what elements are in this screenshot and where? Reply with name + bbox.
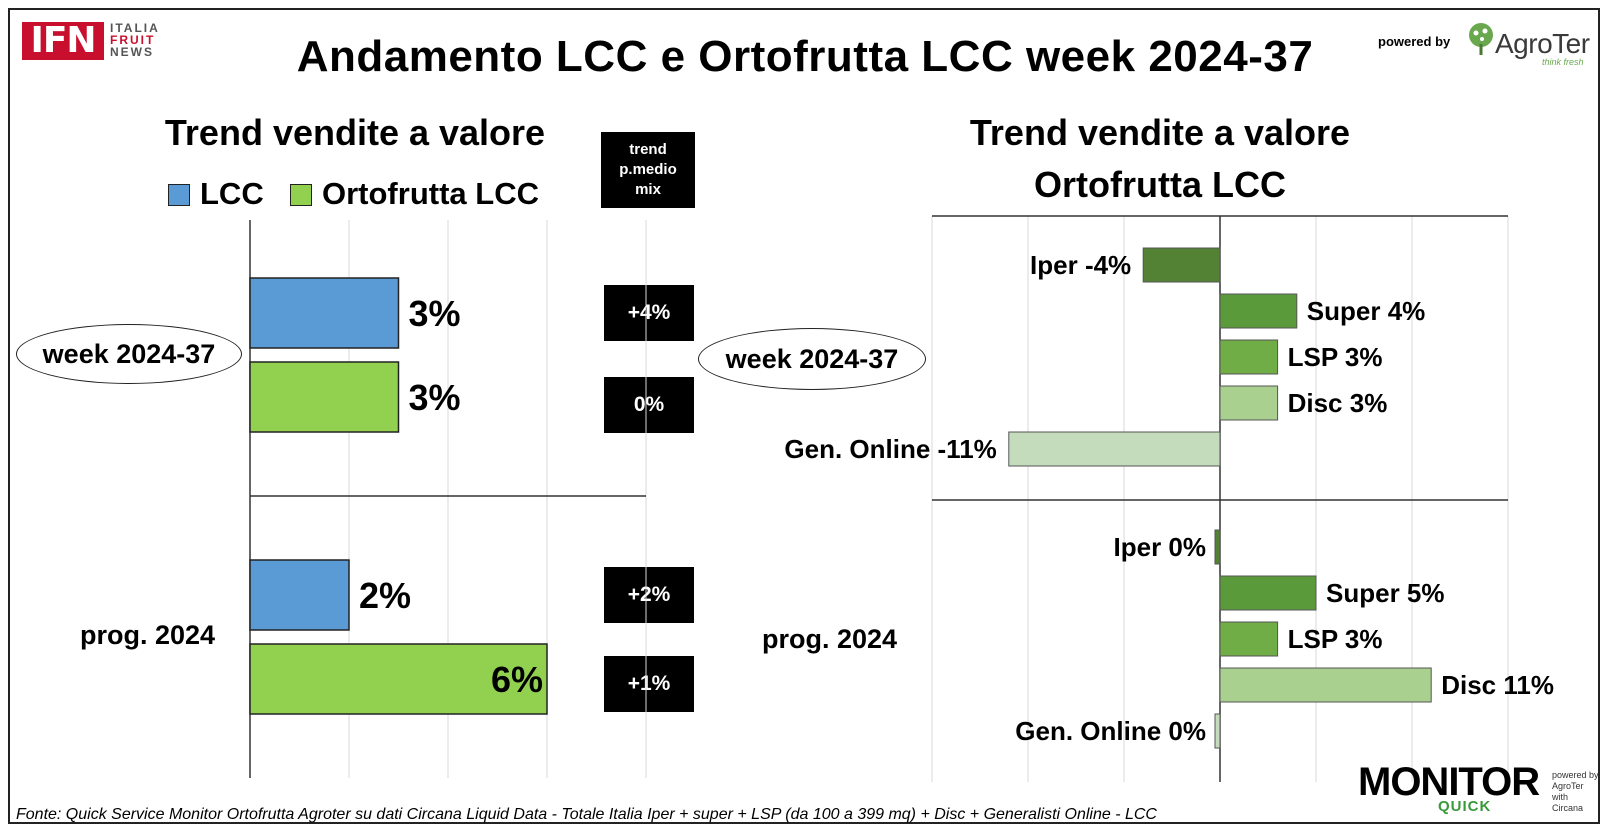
trend-box-prog-lcc: +2% — [604, 567, 694, 623]
bar-value-label: LSP 3% — [1288, 342, 1383, 372]
bar-super-week — [1219, 293, 1298, 329]
powered-by-label: powered by — [1378, 34, 1451, 49]
legend-swatch-lcc — [168, 184, 190, 206]
legend-label-lcc: LCC — [200, 176, 264, 211]
right-chart-title-line1: Trend vendite a valore — [969, 112, 1351, 153]
ifn-logo-text: ITALIA FRUIT NEWS — [110, 21, 160, 59]
right-group-label-week: week 2024-37 — [698, 328, 926, 390]
bar-disc-week — [1219, 385, 1279, 421]
right-chart-title-line2: Ortofrutta LCC — [1034, 164, 1286, 205]
bar-value-label: 3% — [409, 377, 461, 418]
trend-box-week-ortofrutta: 0% — [604, 377, 694, 433]
bar-value-label: Iper -4% — [1030, 250, 1131, 280]
bar-super-prog — [1219, 575, 1317, 611]
bar-value-label: LSP 3% — [1288, 624, 1383, 654]
legend-swatch-ortofrutta — [290, 184, 312, 206]
bar-lcc-week — [249, 277, 400, 349]
bar-value-label: Super 5% — [1326, 578, 1445, 608]
bar-value-label: 2% — [359, 575, 411, 616]
bar-ortofrutta-week — [249, 361, 400, 433]
agroter-logo-name: AgroTer — [1495, 28, 1590, 59]
source-note: Fonte: Quick Service Monitor Ortofrutta … — [16, 806, 1157, 823]
bar-value-label: Gen. Online 0% — [1015, 716, 1206, 746]
agroter-tree-icon — [1469, 23, 1493, 55]
bar-value-label: 3% — [409, 293, 461, 334]
bar-iper-week — [1142, 247, 1221, 283]
trend-header-box: trend p.medio mix — [601, 132, 695, 208]
trend-box-prog-ortofrutta: +1% — [604, 656, 694, 712]
monitor-side-credits: powered by AgroTer with Circana — [1552, 770, 1599, 813]
left-chart-title: Trend vendite a valore — [164, 112, 546, 153]
bar-iper-prog — [1214, 529, 1221, 565]
bar-gen-online-week — [1008, 431, 1221, 467]
agroter-logo-tagline: think fresh — [1542, 57, 1584, 67]
bar-value-label: Gen. Online -11% — [784, 434, 996, 464]
slide-frame — [8, 8, 1600, 824]
bar-disc-prog — [1219, 667, 1432, 703]
left-group-label-week: week 2024-37 — [16, 324, 242, 384]
bar-lsp-week — [1219, 339, 1279, 375]
bar-value-label: Disc 3% — [1288, 388, 1388, 418]
bar-value-label: 6% — [491, 659, 543, 700]
trend-box-week-lcc: +4% — [604, 285, 694, 341]
legend-label-ortofrutta: Ortofrutta LCC — [322, 176, 539, 211]
right-group-label-prog: prog. 2024 — [762, 624, 898, 654]
bar-ortofrutta-prog — [249, 643, 548, 715]
bar-lsp-prog — [1219, 621, 1279, 657]
page-title: Andamento LCC e Ortofrutta LCC week 2024… — [296, 32, 1314, 81]
bar-value-label: Iper 0% — [1114, 532, 1207, 562]
bar-value-label: Disc 11% — [1441, 670, 1554, 700]
bar-value-label: Super 4% — [1307, 296, 1426, 326]
bar-gen-online-prog — [1214, 713, 1221, 749]
ifn-logo-letters: IFN — [22, 22, 104, 60]
bar-lcc-prog — [249, 559, 350, 631]
left-group-label-prog: prog. 2024 — [80, 620, 216, 650]
